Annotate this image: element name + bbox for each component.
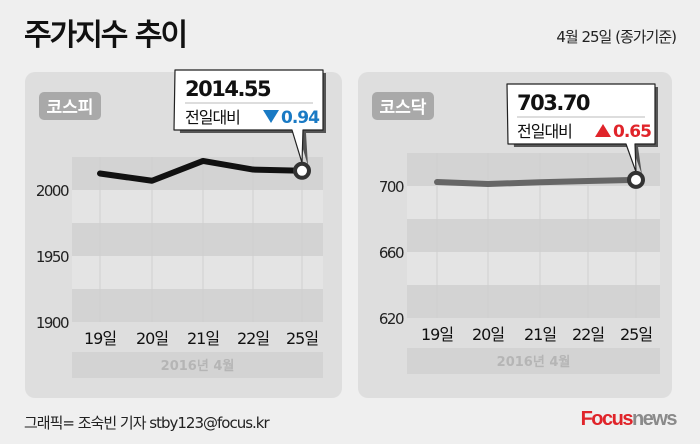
triangle-up-icon <box>595 124 611 137</box>
x-axis-label: 2016년 4월 <box>497 354 571 370</box>
callout-box <box>506 83 656 173</box>
x-tick-label: 19일 <box>421 325 453 344</box>
grid-band <box>407 219 660 252</box>
index-badge <box>39 92 101 120</box>
y-tick-label: 660 <box>379 244 404 262</box>
index-title: 코스닥 <box>380 98 427 118</box>
callout-label: 전일대비 <box>517 122 572 141</box>
x-tick-label: 19일 <box>84 329 116 348</box>
y-tick-label: 1900 <box>36 314 69 332</box>
callout-box <box>173 69 324 164</box>
date-note: 4월 25일 (종가기준) <box>556 28 677 46</box>
xlabel-band <box>407 348 660 374</box>
grid-band <box>407 285 660 318</box>
x-tick-label: 20일 <box>136 329 168 348</box>
logo-focus: Focus <box>580 408 634 430</box>
x-tick-label: 22일 <box>237 329 269 348</box>
index-title: 코스피 <box>47 98 94 118</box>
x-axis-label: 2016년 4월 <box>161 358 235 374</box>
y-tick-label: 700 <box>379 178 404 196</box>
grid-band <box>72 223 323 256</box>
callout-change: 0.65 <box>613 122 651 142</box>
logo-news: news <box>631 408 678 430</box>
x-tick-label: 21일 <box>524 325 556 344</box>
xlabel-band <box>72 352 323 378</box>
page-title: 주가지수 추이 <box>24 18 188 53</box>
last-point-marker <box>627 170 645 189</box>
y-tick-label: 2000 <box>36 182 69 200</box>
last-point-marker <box>293 161 311 180</box>
series-line <box>434 176 639 188</box>
triangle-down-icon <box>263 110 279 123</box>
callout-change: 0.94 <box>281 108 320 128</box>
index-badge <box>372 92 434 120</box>
focusnews-logo: Focusnews <box>580 408 678 431</box>
y-tick-label: 1950 <box>36 248 69 266</box>
x-tick-label: 25일 <box>620 325 652 344</box>
x-tick-label: 20일 <box>472 325 504 344</box>
y-tick-label: 620 <box>379 310 404 328</box>
x-tick-label: 25일 <box>286 329 318 348</box>
callout-label: 전일대비 <box>185 108 240 127</box>
callout-value: 2014.55 <box>185 77 271 101</box>
x-tick-label: 21일 <box>187 329 219 348</box>
credit-text: 그래픽= 조숙빈 기자 stby123@focus.kr <box>24 414 270 432</box>
x-tick-label: 22일 <box>572 325 604 344</box>
grid-band <box>72 289 323 322</box>
callout-value: 703.70 <box>517 91 590 115</box>
